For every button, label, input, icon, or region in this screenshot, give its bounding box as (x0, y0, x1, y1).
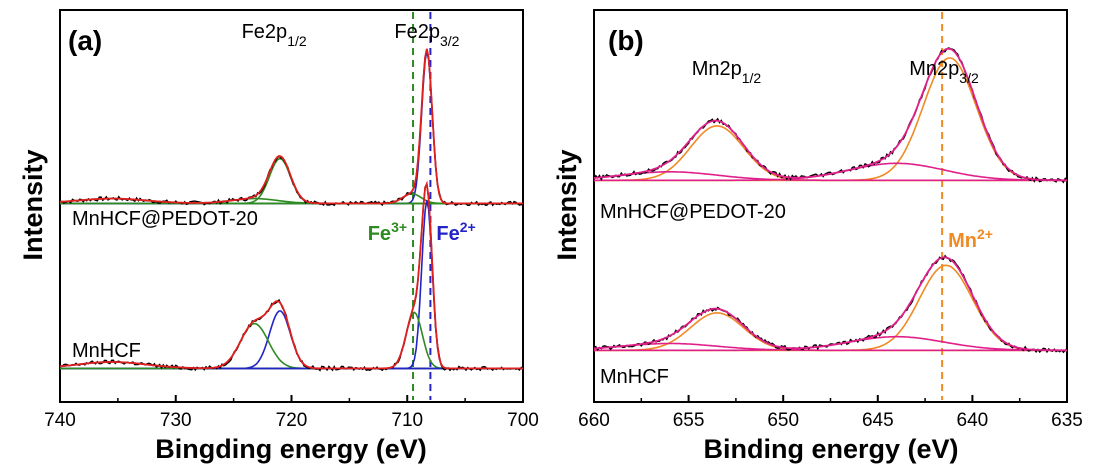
x-tick-label: 655 (673, 410, 705, 431)
oxidation-state-label: Fe2+ (436, 219, 475, 245)
fit-component (593, 171, 1067, 182)
sample-label-a-top: MnHCF@PEDOT-20 (72, 208, 258, 230)
fit-component (593, 342, 1067, 352)
panel-label-a: (a) (68, 25, 102, 56)
panel-a: 740 730 720 710 700 (a) Intensity Bingding e… (18, 9, 539, 464)
x-axis-title-b: Binding energy (eV) (703, 434, 958, 464)
panel-label-b: (b) (608, 25, 644, 56)
raw-spectrum (593, 47, 1068, 184)
x-tick-label: 640 (957, 410, 989, 431)
fit-envelope (59, 180, 523, 370)
x-axis-title-a: Bingding energy (eV) (155, 434, 427, 464)
sample-label-a-bottom: MnHCF (72, 340, 141, 362)
peak-label: Mn2p1/2 (692, 58, 762, 86)
oxidation-state-label: Fe3+ (368, 219, 407, 245)
peak-label: Fe2p1/2 (242, 21, 307, 49)
peak-label: Fe2p3/2 (394, 21, 459, 49)
y-axis-title-a: Intensity (18, 149, 48, 260)
oxidation-state-label: Mn2+ (948, 226, 993, 252)
x-tick-label: 710 (391, 410, 423, 431)
peak-label: Mn2p3/2 (909, 58, 979, 86)
x-tick-label: 700 (507, 410, 539, 431)
x-tick-label: 650 (767, 410, 799, 431)
raw-spectrum (59, 50, 524, 207)
y-axis-title-b: Intensity (552, 149, 582, 260)
x-tick-label: 740 (44, 410, 76, 431)
fit-envelope (59, 48, 523, 205)
fit-envelope (593, 47, 1067, 182)
sample-label-b-bottom: MnHCF (600, 366, 669, 388)
fit-envelope (593, 256, 1067, 352)
panel-b: 660 655 650 645 640 635 (b) Intensity Binding… (552, 9, 1083, 464)
x-tick-label: 635 (1051, 410, 1083, 431)
sample-label-b-top: MnHCF@PEDOT-20 (600, 201, 786, 223)
x-tick-label: 730 (160, 410, 192, 431)
x-tick-label: 720 (276, 410, 308, 431)
x-tick-label: 660 (578, 410, 610, 431)
x-tick-label: 645 (862, 410, 894, 431)
